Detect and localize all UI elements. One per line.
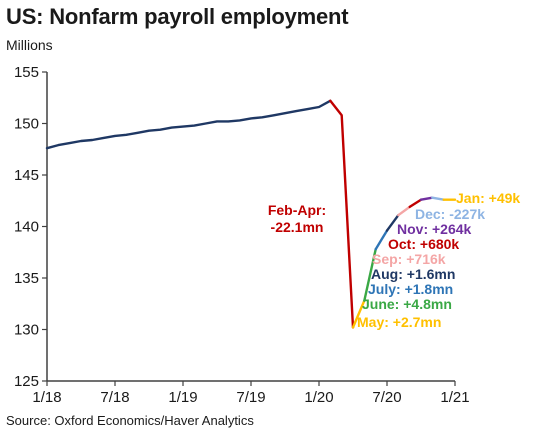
annotation-aug: Aug: +1.6mn [371,266,455,282]
annotation-jan: Jan: +49k [456,190,520,206]
annotation-july: July: +1.8mn [368,281,453,297]
x-tick-label: 7/20 [372,389,401,406]
x-tick-label: 7/18 [100,389,129,406]
series-lines [45,99,457,329]
y-tick-label: 135 [14,270,39,287]
series-segment-june [363,247,377,302]
y-tick-label: 145 [14,167,39,184]
chart-axes [42,71,456,386]
y-tick-label: 130 [14,322,39,339]
annotation-nov: Nov: +264k [397,221,472,237]
y-tick-label: 150 [14,116,39,133]
x-tick-label: 1/20 [304,389,333,406]
x-tick-label: 1/19 [168,389,197,406]
annotation-june: June: +4.8mn [362,296,452,312]
series-segment-july [374,229,389,251]
y-axis-units-label: Millions [6,37,53,53]
series-segment-aug [385,213,400,232]
series-segment-oct [408,198,423,209]
series-segment-dec [431,196,445,201]
annotation-sep: Sep: +716k [372,251,446,267]
x-tick-label: 1/21 [440,389,469,406]
series-segment-nov [419,196,434,201]
annotation-may: May: +2.7mn [357,314,441,330]
chart-title: US: Nonfarm payroll employment [6,4,349,29]
x-tick-label: 7/19 [236,389,265,406]
y-tick-label: 155 [14,64,39,81]
x-tick-label: 1/18 [32,389,61,406]
annotation-dec: Dec: -227k [415,206,485,222]
annotation-feb-apr-1: Feb-Apr: [268,202,326,218]
y-tick-label: 125 [14,373,39,390]
series-segment-feb_apr [329,99,355,329]
source-note: Source: Oxford Economics/Haver Analytics [6,413,254,428]
series-segment-may [351,299,366,329]
annotation-oct: Oct: +680k [388,236,459,252]
y-tick-label: 140 [14,219,39,236]
series-segment-pre [45,99,332,150]
tick-labels: 125 130 135 140 145 150 155 1/18 7/18 1/19 7/19 1/2… [14,64,470,406]
series-segment-sep [397,205,411,217]
annotation-feb-apr-2: -22.1mn [271,219,324,235]
